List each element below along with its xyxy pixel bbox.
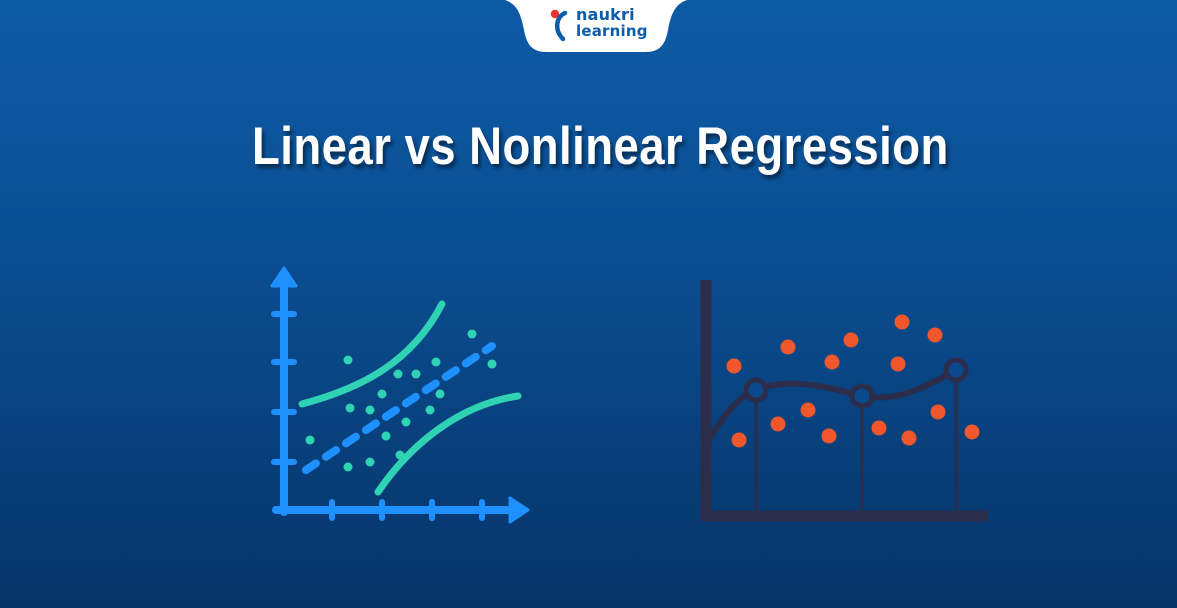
linear-upper-band-curve — [298, 300, 446, 408]
linear-x-axis — [272, 496, 530, 524]
linear-lower-band-curve — [374, 392, 522, 496]
brand-wordmark: naukri learning — [576, 5, 648, 40]
linear-y-axis — [270, 266, 298, 516]
nonlinear-knot-points — [743, 357, 969, 409]
linear-fit-line — [302, 342, 496, 474]
logo-tab: naukri learning — [505, 0, 687, 54]
nonlinear-drop-lines — [754, 370, 958, 510]
brand-line-2: learning — [576, 22, 648, 40]
brand-line-1: naukri — [576, 5, 635, 24]
page-title: Linear vs Nonlinear Regression — [252, 117, 949, 176]
nonlinear-axes — [700, 280, 988, 522]
linear-data-points — [305, 329, 497, 472]
nonlinear-fit-curve — [707, 367, 959, 441]
logo-tab-background — [505, 0, 687, 52]
nonlinear-regression-curve-icon — [700, 280, 988, 522]
linear-regression-scatter-icon — [270, 266, 530, 524]
naukri-logo-icon — [550, 9, 568, 42]
nonlinear-data-points — [726, 314, 980, 448]
